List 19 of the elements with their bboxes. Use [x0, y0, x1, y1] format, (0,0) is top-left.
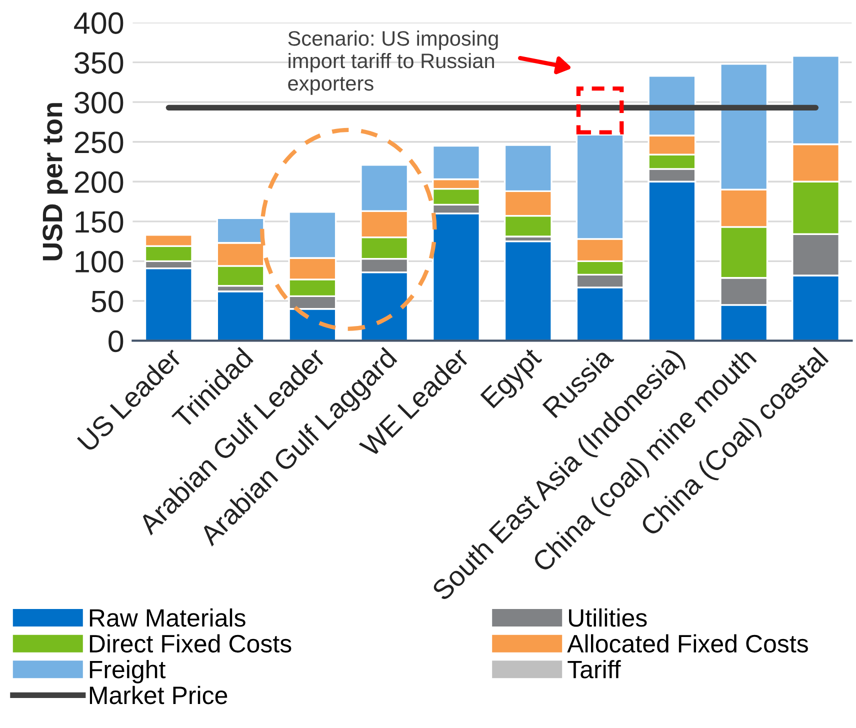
bar	[216, 290, 265, 341]
legend-label: Direct Fixed Costs	[90, 634, 292, 653]
legend-label: Market Price	[90, 686, 228, 704]
y-tick-label: 50	[92, 290, 124, 312]
y-tick-label: 400	[74, 12, 124, 34]
legend-label: Raw Materials	[90, 608, 246, 627]
y-tick-label: 200	[74, 171, 124, 194]
annotation: Scenario: US imposing import tariff to Russian exporters	[288, 30, 498, 95]
bar	[504, 240, 552, 341]
legend-label: Freight	[90, 660, 166, 684]
legend-label: Allocated Fixed Costs	[567, 634, 808, 653]
y-axis-title: USD per ton	[42, 103, 68, 260]
y-tick-label: 150	[76, 211, 124, 233]
y-tick-label: 250	[74, 132, 124, 154]
y-tick-label: 300	[74, 92, 124, 114]
legend-label: Tariff	[568, 660, 621, 678]
y-tick-label: 350	[74, 52, 124, 74]
legend-label: Utilities	[569, 608, 647, 627]
y-tick-label: 100	[76, 250, 124, 273]
